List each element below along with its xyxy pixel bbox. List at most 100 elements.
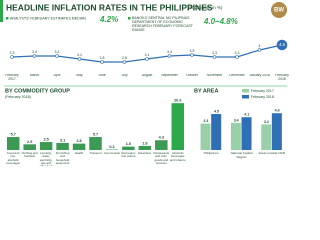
x-tick-label-box: December bbox=[229, 74, 245, 77]
data-label: 2.8 bbox=[122, 56, 127, 60]
x-tick-label: Alcoholic beverages and tobacco bbox=[169, 152, 186, 162]
bar bbox=[271, 113, 282, 150]
data-label: 3.4 bbox=[167, 50, 172, 54]
logo-text: BW bbox=[274, 8, 284, 14]
legend-label: February 2018 bbox=[251, 95, 274, 99]
data-label: 3.3 bbox=[235, 51, 240, 55]
chart-title: BY COMMODITY GROUP bbox=[5, 88, 70, 94]
x-tick-label-box: Communication bbox=[104, 152, 120, 155]
legend-label: February 2017 bbox=[251, 89, 274, 93]
data-label: 1.5 bbox=[126, 142, 131, 146]
x-tick-label: March bbox=[29, 74, 40, 77]
data-label: 0.2 bbox=[109, 145, 114, 149]
infographic: HEADLINE INFLATION RATES IN THE PHILIPPI… bbox=[0, 0, 289, 166]
x-tick-label: October bbox=[185, 74, 199, 77]
bar bbox=[56, 142, 69, 150]
bar bbox=[6, 137, 20, 150]
x-tick-label: National Capital Region bbox=[230, 152, 253, 159]
bar bbox=[155, 140, 168, 150]
bullet bbox=[6, 17, 9, 20]
x-tick-label: Clothing and footwear bbox=[21, 152, 38, 159]
x-tick-label-box: September bbox=[161, 74, 178, 77]
x-tick-label: February 2018 bbox=[275, 74, 289, 81]
x-tick-label-box: June bbox=[98, 74, 106, 77]
data-label: 4.6 bbox=[275, 109, 280, 113]
bar bbox=[211, 114, 222, 150]
point bbox=[32, 54, 37, 58]
point bbox=[190, 53, 194, 57]
data-label: 3.5 bbox=[43, 138, 48, 142]
data-label: 3.2 bbox=[264, 120, 269, 124]
x-tick-label-box: Alcoholic beverages and tobacco bbox=[169, 152, 186, 162]
bar bbox=[122, 146, 135, 150]
legend-swatch bbox=[242, 89, 249, 93]
point bbox=[55, 54, 59, 58]
x-tick-label-box: August bbox=[142, 74, 153, 77]
x-tick-label: January 2018 bbox=[249, 74, 270, 77]
x-tick-label: Housing, water, electricity, gas and oth… bbox=[39, 152, 53, 166]
x-tick-label: Philippines bbox=[203, 152, 219, 155]
bar bbox=[241, 117, 252, 150]
x-tick-label: April bbox=[53, 74, 61, 77]
data-label: 20.6 bbox=[174, 99, 181, 103]
x-tick-label-box: Health bbox=[75, 152, 83, 155]
x-tick-label-box: October bbox=[185, 74, 199, 77]
point bbox=[122, 60, 127, 64]
logo bbox=[271, 2, 287, 18]
x-tick-label-box: January 2018 bbox=[249, 74, 270, 77]
chart-subtitle: (February 2018) bbox=[5, 95, 31, 99]
data-label: 5.7 bbox=[11, 133, 16, 137]
bar bbox=[230, 122, 241, 150]
data-label: 3.3 bbox=[212, 51, 217, 55]
x-tick-label: December bbox=[229, 74, 245, 77]
data-label: 3.1 bbox=[77, 53, 82, 57]
x-tick-label-box: Furnishing and household equipment bbox=[56, 152, 70, 165]
data-label: 3.3 bbox=[10, 51, 15, 55]
x-tick-label-box: May bbox=[76, 74, 82, 77]
point bbox=[145, 57, 149, 61]
annotation-value: 4.2% bbox=[99, 15, 118, 24]
point bbox=[212, 55, 217, 59]
data-label: 4.5 bbox=[214, 109, 219, 113]
chart-subtitle: (2012=100; in %) bbox=[188, 5, 223, 10]
point bbox=[276, 39, 288, 51]
annotation: ANALYSTS' FEBRUARY ESTIMATES MEDIAN bbox=[10, 16, 86, 20]
x-tick-label: Areas outside NCR bbox=[258, 152, 286, 155]
x-tick-label-box: Areas outside NCR bbox=[258, 152, 286, 155]
x-tick-label-box: July bbox=[121, 74, 127, 77]
bar bbox=[200, 123, 211, 150]
point bbox=[100, 60, 104, 64]
bar bbox=[23, 144, 36, 150]
data-label: 3.5 bbox=[190, 49, 195, 53]
data-label: 4.3 bbox=[159, 136, 164, 140]
x-tick-label-box: November bbox=[206, 74, 223, 77]
x-tick-label: Recreation and culture bbox=[121, 152, 136, 159]
x-tick-label-box: Food and non-alcoholic beverages bbox=[6, 152, 20, 165]
data-label: 3.1 bbox=[60, 138, 65, 142]
x-tick-label-box: Clothing and footwear bbox=[21, 152, 38, 159]
x-tick-label-box: Philippines bbox=[203, 152, 219, 155]
point bbox=[167, 54, 172, 58]
bar bbox=[261, 124, 272, 150]
title-accent bbox=[0, 0, 3, 22]
data-label: 2.8 bbox=[76, 139, 81, 143]
data-label: 4.5 bbox=[279, 42, 285, 47]
data-label: 5.7 bbox=[93, 133, 98, 137]
chart-title: BY AREA bbox=[194, 88, 218, 94]
annotation-box: BANGKO SENTRAL NG PILIPINAS DEPARTMENT O… bbox=[132, 15, 193, 32]
point bbox=[257, 48, 262, 52]
bullet bbox=[128, 17, 131, 20]
x-tick-label: November bbox=[206, 74, 223, 77]
data-label: 4 bbox=[259, 44, 261, 48]
annotation: BANGKO SENTRAL NG PILIPINAS DEPARTMENT O… bbox=[132, 15, 193, 32]
bar bbox=[39, 142, 53, 150]
x-tick-label-box: February 2018 bbox=[275, 74, 289, 81]
x-tick-label-box: February 2017 bbox=[5, 74, 19, 81]
data-label: 3.4 bbox=[234, 118, 239, 122]
x-tick-label-box: National Capital Region bbox=[230, 152, 253, 159]
x-tick-label-box: Transport bbox=[89, 152, 101, 155]
point bbox=[77, 57, 82, 61]
data-label: 2.5 bbox=[27, 140, 32, 144]
legend-swatch bbox=[242, 95, 249, 99]
x-tick-label: June bbox=[98, 74, 106, 77]
